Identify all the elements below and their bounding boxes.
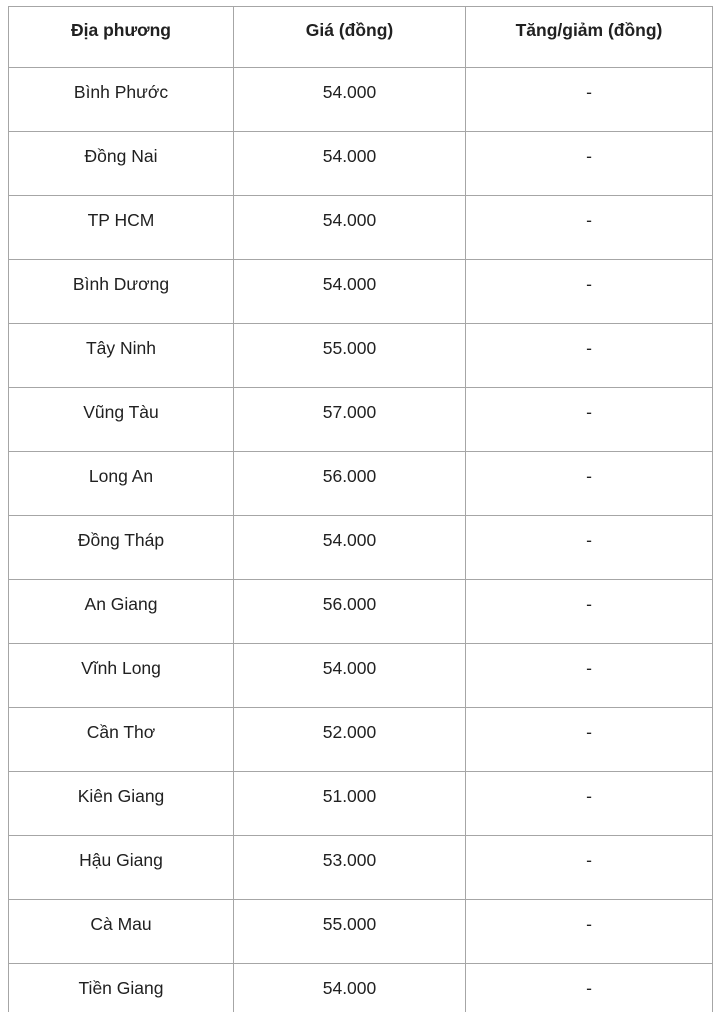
price-cell: 54.000 [233,963,466,1012]
location-cell: Kiên Giang [8,771,234,836]
table-row: Bình Dương 54.000- [8,259,713,324]
price-cell: 55.000 [233,323,466,388]
price-cell: 57.000 [233,387,466,452]
location-cell: Vũng Tàu [8,387,234,452]
change-cell: - [465,131,713,196]
table-row: Kiên Giang 51.000- [8,771,713,836]
price-cell: 55.000 [233,899,466,964]
location-cell: Long An [8,451,234,516]
location-cell: Tiền Giang [8,963,234,1012]
location-cell: Đồng Nai [8,131,234,196]
change-cell: - [465,963,713,1012]
price-cell: 56.000 [233,451,466,516]
table-row: Hậu Giang 53.000- [8,835,713,900]
table-body: Bình Phước 54.000- Đồng Nai 54.000- TP HCM 54… [8,67,713,1012]
location-cell: TP HCM [8,195,234,260]
change-cell: - [465,515,713,580]
price-cell: 56.000 [233,579,466,644]
table-row: Vĩnh Long 54.000- [8,643,713,708]
table-row: Bình Phước 54.000- [8,67,713,132]
location-cell: Tây Ninh [8,323,234,388]
price-cell: 51.000 [233,771,466,836]
change-cell: - [465,259,713,324]
price-cell: 53.000 [233,835,466,900]
location-cell: Cần Thơ [8,707,234,772]
location-cell: Bình Phước [8,67,234,132]
price-cell: 54.000 [233,67,466,132]
location-cell: Đồng Tháp [8,515,234,580]
table-row: Tiền Giang 54.000- [8,963,713,1012]
price-cell: 54.000 [233,643,466,708]
change-cell: - [465,67,713,132]
table-row: TP HCM 54.000- [8,195,713,260]
change-cell: - [465,579,713,644]
price-cell: 52.000 [233,707,466,772]
table-row: Tây Ninh 55.000- [8,323,713,388]
price-cell: 54.000 [233,195,466,260]
column-header-price: Giá (đồng) [233,6,466,68]
price-cell: 54.000 [233,259,466,324]
change-cell: - [465,451,713,516]
change-cell: - [465,771,713,836]
location-cell: Vĩnh Long [8,643,234,708]
table-row: Đồng Nai 54.000- [8,131,713,196]
location-cell: Hậu Giang [8,835,234,900]
table-row: Đồng Tháp 54.000- [8,515,713,580]
price-cell: 54.000 [233,131,466,196]
change-cell: - [465,323,713,388]
table-row: An Giang 56.000- [8,579,713,644]
change-cell: - [465,707,713,772]
table-row: Cà Mau 55.000- [8,899,713,964]
location-cell: An Giang [8,579,234,644]
column-header-change: Tăng/giảm (đồng) [465,6,713,68]
change-cell: - [465,195,713,260]
change-cell: - [465,387,713,452]
change-cell: - [465,899,713,964]
location-cell: Bình Dương [8,259,234,324]
column-header-location: Địa phương [8,6,234,68]
table-row: Vũng Tàu 57.000- [8,387,713,452]
change-cell: - [465,835,713,900]
header-row: Địa phương Giá (đồng) Tăng/giảm (đồng) [8,6,713,68]
change-cell: - [465,643,713,708]
price-table: Địa phương Giá (đồng) Tăng/giảm (đồng) B… [8,6,713,1012]
table-row: Long An 56.000- [8,451,713,516]
price-cell: 54.000 [233,515,466,580]
table-row: Cần Thơ 52.000- [8,707,713,772]
location-cell: Cà Mau [8,899,234,964]
